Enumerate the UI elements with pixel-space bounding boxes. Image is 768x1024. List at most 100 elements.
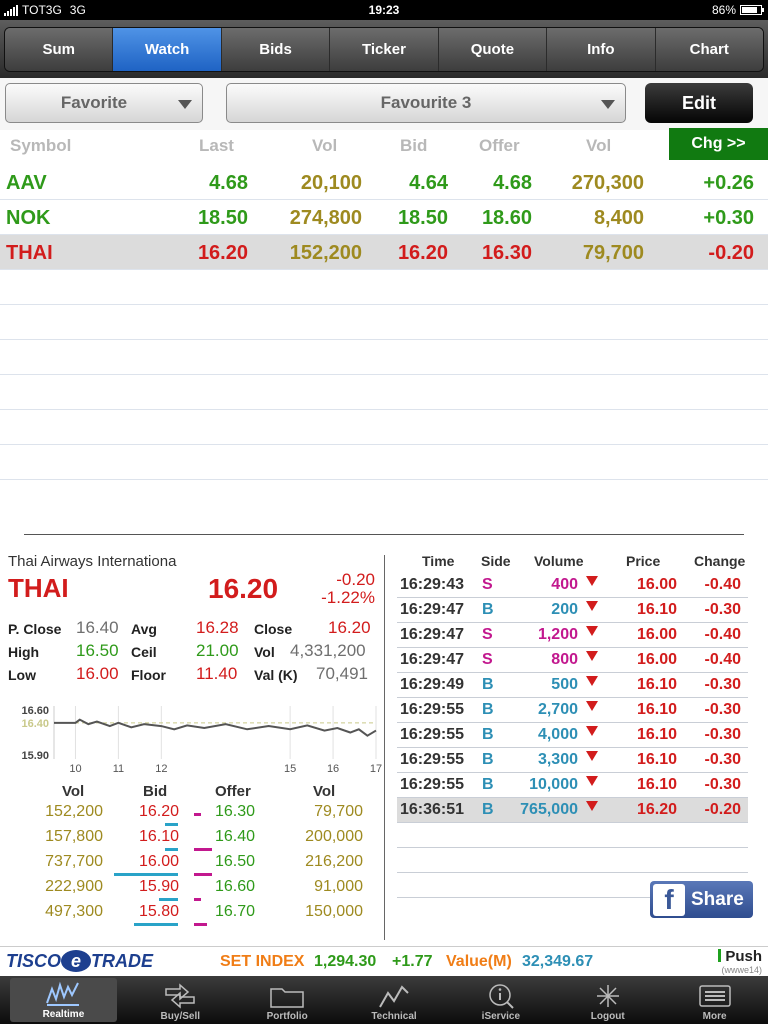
value-ceil: 21.00	[196, 641, 239, 660]
ticker-side: B	[482, 801, 494, 818]
label-ceil: Ceil	[131, 644, 157, 660]
row-offer: 4.68	[493, 172, 532, 194]
x-tick-label: 11	[113, 763, 124, 775]
detail-change: -0.20 -1.22%	[321, 571, 375, 607]
set-index-value: 1,294.30	[314, 953, 377, 970]
watchlist-row-aav[interactable]: AAV 4.68 20,100 4.64 4.68 270,300 +0.26	[0, 165, 768, 200]
ticker-header-side: Side	[481, 553, 511, 569]
ticker-row[interactable]: 16:29:55 B 10,000 16.10 -0.30	[397, 773, 748, 798]
watchlist-selectors: Favorite Favourite 3 Edit	[0, 78, 768, 130]
depth-offer-price: 16.60	[215, 878, 256, 895]
carrier-info: TOT3G 3G	[4, 3, 86, 17]
ticker-volume: 500	[551, 676, 578, 693]
section-divider	[24, 534, 744, 535]
battery-info: 86%	[712, 3, 764, 17]
ticker-price: 16.00	[636, 651, 677, 668]
ticker-row[interactable]: 16:29:47 S 800 16.00 -0.40	[397, 648, 748, 673]
row-vol2: 8,400	[593, 207, 644, 229]
tab-technical[interactable]: Technical	[341, 976, 448, 1024]
tab-portfolio[interactable]: Portfolio	[234, 976, 341, 1024]
ticker-volume: 1,200	[537, 626, 578, 643]
empty-row	[0, 305, 768, 340]
ticker-row[interactable]: 16:29:55 B 4,000 16.10 -0.30	[397, 723, 748, 748]
empty-ticker-row	[397, 823, 748, 848]
depth-header-offer: Offer	[215, 783, 251, 800]
offer-volume-bar	[194, 923, 207, 926]
bid-volume-bar	[165, 848, 178, 851]
tab-more[interactable]: More	[661, 976, 768, 1024]
ticker-row[interactable]: 16:29:49 B 500 16.10 -0.30	[397, 673, 748, 698]
ticker-price: 16.10	[636, 751, 677, 768]
facebook-share-button[interactable]: f Share	[650, 881, 753, 918]
depth-bid-vol: 222,900	[45, 878, 103, 895]
ticker-side: B	[482, 676, 494, 693]
more-icon	[698, 985, 731, 1007]
value-low: 16.00	[76, 664, 119, 683]
ticker-row[interactable]: 16:36:51 B 765,000 16.20 -0.20	[397, 798, 748, 823]
header-last: Last	[199, 136, 234, 155]
ticker-row[interactable]: 16:29:43 S 400 16.00 -0.40	[397, 573, 748, 598]
label-avg: Avg	[131, 621, 157, 637]
empty-ticker-row	[397, 848, 748, 873]
ticker-price: 16.10	[636, 726, 677, 743]
tab-realtime[interactable]: Realtime	[10, 978, 117, 1022]
down-arrow-icon	[586, 576, 598, 586]
watchlist-row-thai[interactable]: THAI 16.20 152,200 16.20 16.30 79,700 -0…	[0, 235, 768, 270]
empty-row	[0, 340, 768, 375]
empty-row	[0, 270, 768, 305]
depth-header-bid: Bid	[143, 783, 168, 800]
ticker-side: B	[482, 601, 494, 618]
edit-button[interactable]: Edit	[645, 83, 753, 123]
ticker-price: 16.10	[636, 776, 677, 793]
down-arrow-icon	[586, 651, 598, 661]
detail-price: 16.20	[208, 573, 279, 604]
watchlist-header: Symbol Last Vol Bid Offer Vol	[0, 130, 768, 160]
empty-row	[0, 410, 768, 445]
label-high: High	[8, 644, 40, 660]
ticker-price: 16.00	[636, 576, 677, 593]
ticker-row[interactable]: 16:29:55 B 2,700 16.10 -0.30	[397, 698, 748, 723]
row-symbol: AAV	[6, 172, 47, 194]
depth-offer-price: 16.70	[215, 903, 256, 920]
tab-bids[interactable]: Bids	[221, 28, 331, 71]
tab-chart[interactable]: Chart	[655, 28, 763, 71]
row-offer: 18.60	[481, 207, 532, 229]
tab-sum[interactable]: Sum	[5, 28, 114, 71]
empty-ticker-row	[397, 873, 748, 898]
depth-bid-price: 16.10	[138, 828, 179, 845]
header-symbol: Symbol	[10, 136, 72, 155]
version-label: (wwwe14)	[721, 965, 762, 975]
ticker-volume: 3,300	[537, 751, 578, 768]
tab-ticker[interactable]: Ticker	[330, 28, 439, 71]
group-dropdown[interactable]: Favorite	[5, 83, 203, 123]
tab-iservice[interactable]: iService	[447, 976, 554, 1024]
ticker-row[interactable]: 16:29:47 B 200 16.10 -0.30	[397, 598, 748, 623]
tab-quote[interactable]: Quote	[438, 28, 548, 71]
panel-divider	[384, 555, 385, 940]
tab-info[interactable]: Info	[547, 28, 656, 71]
empty-row	[0, 445, 768, 480]
ticker-volume: 4,000	[537, 726, 578, 743]
value-val: 70,491	[316, 664, 368, 683]
list-dropdown[interactable]: Favourite 3	[226, 83, 626, 123]
bid-volume-bar	[165, 823, 178, 826]
price-series-line	[54, 718, 377, 737]
set-index-label: SET INDEX	[220, 953, 305, 970]
row-last: 16.20	[197, 242, 248, 264]
depth-offer-vol: 150,000	[305, 903, 363, 920]
ticker-time: 16:29:55	[400, 751, 465, 768]
tab-watch[interactable]: Watch	[113, 28, 222, 71]
ticker-change: -0.30	[704, 676, 741, 693]
tisco-etrade-logo: TISCO e TRADE	[6, 950, 154, 972]
ticker-volume: 2,700	[537, 701, 578, 718]
ticker-row[interactable]: 16:29:55 B 3,300 16.10 -0.30	[397, 748, 748, 773]
ticker-side: B	[482, 776, 494, 793]
ticker-row[interactable]: 16:29:47 S 1,200 16.00 -0.40	[397, 623, 748, 648]
ticker-price: 16.00	[636, 626, 677, 643]
tab-logout[interactable]: Logout	[554, 976, 661, 1024]
change-toggle-button[interactable]: Chg >>	[669, 128, 768, 160]
watchlist-row-nok[interactable]: NOK 18.50 274,800 18.50 18.60 8,400 +0.3…	[0, 200, 768, 235]
row-vol: 274,800	[289, 207, 362, 229]
tab-buy-sell[interactable]: Buy/Sell	[127, 976, 234, 1024]
